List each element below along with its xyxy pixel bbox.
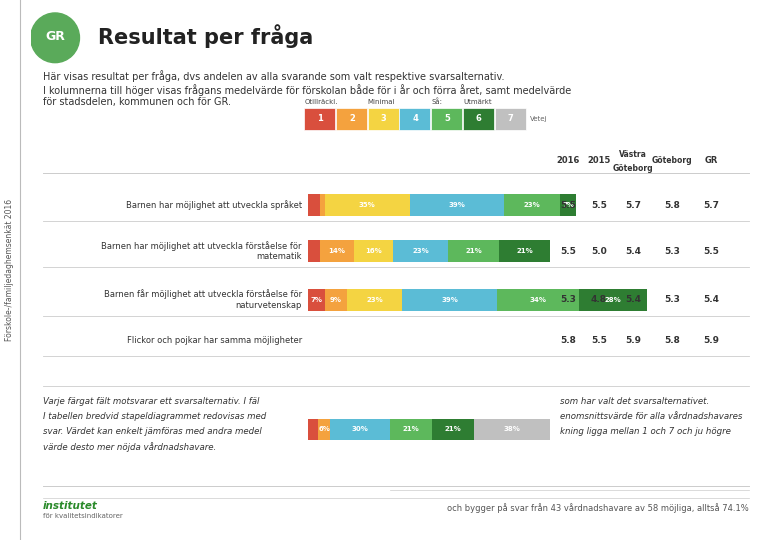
Text: 5.5: 5.5 (591, 336, 607, 345)
Text: Minimal: Minimal (367, 99, 395, 105)
Text: 34%: 34% (530, 296, 546, 303)
Text: 21%: 21% (445, 426, 461, 433)
Circle shape (30, 13, 80, 63)
Text: 5: 5 (444, 114, 450, 123)
Text: GR: GR (45, 30, 65, 43)
Text: enomsnittsvärde för alla vårdnadshavares: enomsnittsvärde för alla vårdnadshavares (560, 412, 743, 421)
Text: Förskole-/familjedaghemsenkät 2016: Förskole-/familjedaghemsenkät 2016 (5, 199, 14, 341)
Text: 5.7: 5.7 (704, 201, 719, 210)
Text: 39%: 39% (441, 296, 458, 303)
Text: 7: 7 (508, 114, 513, 123)
Text: 23%: 23% (523, 202, 540, 208)
Text: Otillräckl.: Otillräckl. (304, 99, 338, 105)
Text: Här visas resultat per fråga, dvs andelen av alla svarande som valt respektive s: Här visas resultat per fråga, dvs andele… (43, 70, 505, 82)
Text: 5.3: 5.3 (665, 295, 680, 304)
Text: värde desto mer nöjda vårdnadshavare.: värde desto mer nöjda vårdnadshavare. (43, 442, 216, 452)
Text: 5.4: 5.4 (626, 247, 641, 255)
Text: 1: 1 (317, 114, 323, 123)
Text: 7%: 7% (310, 296, 323, 303)
Text: Barnen har möjlighet att utveckla språket: Barnen har möjlighet att utveckla språke… (126, 200, 302, 210)
Text: för stadsdelen, kommunen och för GR.: för stadsdelen, kommunen och för GR. (43, 97, 231, 107)
Text: 6: 6 (476, 114, 482, 123)
Text: och bygger på svar från 43 vårdnadshavare av 58 möjliga, alltså 74.1%: och bygger på svar från 43 vårdnadshavar… (447, 503, 749, 513)
Text: Resultat per fråga: Resultat per fråga (98, 24, 313, 48)
Text: 2016: 2016 (556, 156, 580, 165)
Text: 16%: 16% (365, 248, 381, 254)
Text: GR: GR (704, 156, 718, 165)
Text: 21%: 21% (516, 248, 533, 254)
Text: I kolumnerna till höger visas frågans medelvärde för förskolan både för i år och: I kolumnerna till höger visas frågans me… (43, 84, 571, 96)
Text: 9%: 9% (330, 296, 342, 303)
Text: Varje färgat fält motsvarar ett svarsalternativ. I fäl: Varje färgat fält motsvarar ett svarsalt… (43, 397, 259, 406)
Text: 23%: 23% (412, 248, 429, 254)
Text: 23%: 23% (367, 296, 383, 303)
Text: 2: 2 (349, 114, 355, 123)
Text: 5.3: 5.3 (665, 247, 680, 255)
Text: Västra: Västra (619, 150, 647, 159)
Text: 14%: 14% (328, 248, 346, 254)
Text: 38%: 38% (504, 426, 520, 433)
Text: svar. Värdet kan enkelt jämföras med andra medel: svar. Värdet kan enkelt jämföras med and… (43, 427, 261, 436)
Text: för kvalitetsindikatorer: för kvalitetsindikatorer (43, 513, 122, 519)
Text: 5.7: 5.7 (626, 201, 641, 210)
Text: 5.3: 5.3 (560, 295, 576, 304)
Text: 5.9: 5.9 (704, 336, 719, 345)
Text: 28%: 28% (604, 296, 621, 303)
Text: Utmärkt: Utmärkt (463, 99, 491, 105)
Text: 4.8: 4.8 (591, 295, 607, 304)
Text: Så:: Så: (431, 99, 442, 105)
Text: 21%: 21% (466, 248, 482, 254)
Text: 5.8: 5.8 (665, 201, 680, 210)
Text: som har valt det svarsalternativet.: som har valt det svarsalternativet. (560, 397, 709, 406)
Text: Flickor och pojkar har samma möjligheter: Flickor och pojkar har samma möjligheter (126, 336, 302, 345)
Text: I tabellen bredvid stapeldiagrammet redovisas med: I tabellen bredvid stapeldiagrammet redo… (43, 412, 266, 421)
Text: Göteborg: Göteborg (652, 156, 693, 165)
Text: Barnen har möjlighet att utveckla förståelse för
matematik: Barnen har möjlighet att utveckla förstå… (101, 241, 302, 261)
Text: Barnen får möjlighet att utveckla förståelse för
naturvetenskap: Barnen får möjlighet att utveckla förstå… (104, 289, 302, 310)
Text: 5.5: 5.5 (560, 247, 576, 255)
Text: 5.0: 5.0 (591, 247, 607, 255)
Text: 30%: 30% (352, 426, 368, 433)
Text: 39%: 39% (448, 202, 465, 208)
Text: Göteborg: Göteborg (613, 164, 654, 173)
Text: 5.4: 5.4 (704, 295, 719, 304)
Text: 5.8: 5.8 (665, 336, 680, 345)
Text: 4: 4 (413, 114, 418, 123)
Text: 5.5: 5.5 (591, 201, 607, 210)
Text: 6%: 6% (318, 426, 330, 433)
Text: 3: 3 (381, 114, 386, 123)
Text: Vetej: Vetej (530, 116, 548, 122)
Text: 5.5: 5.5 (560, 201, 576, 210)
Text: 5.4: 5.4 (626, 295, 641, 304)
Text: institutet: institutet (43, 501, 98, 511)
Text: 7%: 7% (562, 202, 574, 208)
Text: kning ligga mellan 1 och 7 och ju högre: kning ligga mellan 1 och 7 och ju högre (560, 427, 731, 436)
Text: 5.9: 5.9 (626, 336, 641, 345)
Text: 5.5: 5.5 (704, 247, 719, 255)
Text: 21%: 21% (402, 426, 420, 433)
Text: 2015: 2015 (587, 156, 611, 165)
Text: 35%: 35% (359, 202, 376, 208)
Text: 5.8: 5.8 (560, 336, 576, 345)
